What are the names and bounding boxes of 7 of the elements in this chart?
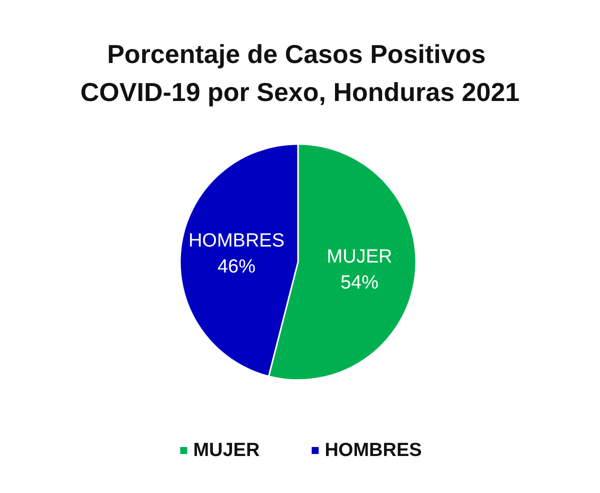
slice-label: HOMBRES: [188, 230, 285, 252]
legend-label: MUJER: [193, 440, 260, 461]
data-label: 46%: [217, 256, 256, 278]
slice-label: MUJER: [326, 246, 392, 268]
legend-label: HOMBRES: [324, 440, 422, 461]
chart-title: Porcentaje de Casos Positivos COVID-19 por Sexo, Honduras 2021: [80, 39, 520, 107]
data-label: 54%: [340, 272, 379, 294]
